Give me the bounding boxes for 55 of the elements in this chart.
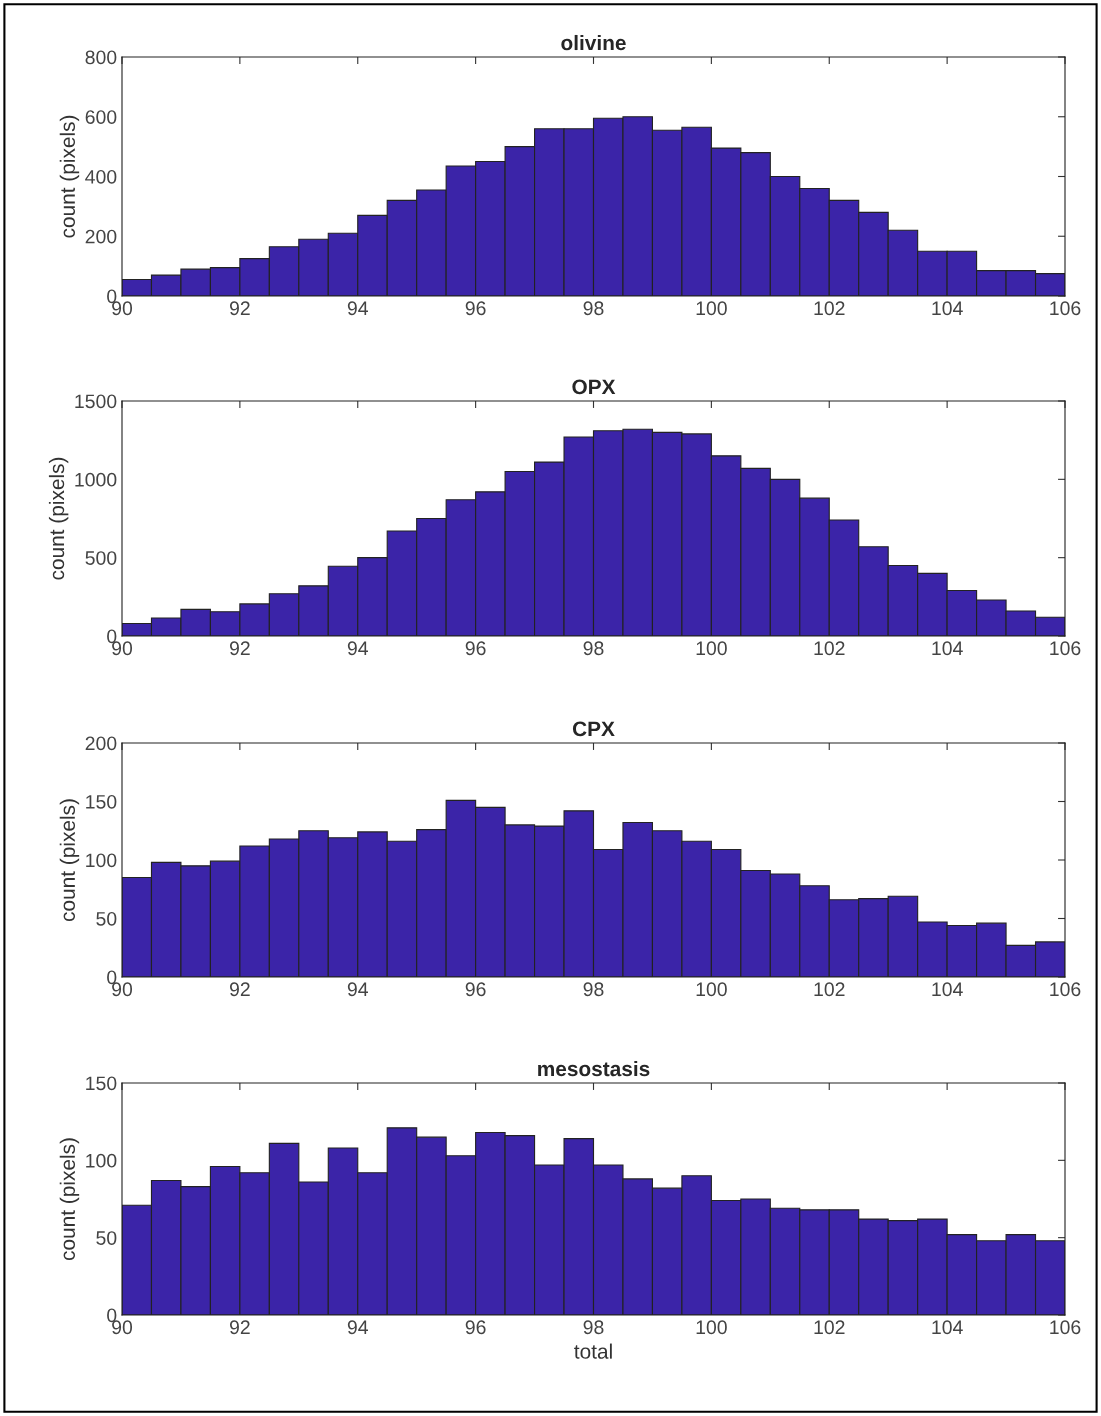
x-tick-label: 98 (583, 1320, 604, 1335)
x-tick-label: 96 (465, 1320, 486, 1335)
x-axis-title: total (574, 1343, 612, 1359)
chart-title: OPX (572, 379, 616, 395)
y-tick-label: 1000 (75, 472, 117, 487)
y-tick-label: 150 (86, 1076, 117, 1091)
y-tick-label: 100 (86, 853, 117, 868)
y-tick-label: 200 (85, 736, 117, 751)
x-tick-label: 96 (465, 641, 486, 656)
x-tick-label: 94 (347, 301, 368, 316)
x-tick-label: 94 (347, 982, 368, 997)
x-tick-label: 92 (229, 301, 250, 316)
x-tick-label: 100 (696, 641, 727, 656)
y-tick-label: 500 (85, 551, 117, 565)
x-tick-label: 104 (932, 982, 963, 997)
x-tick-label: 102 (814, 301, 845, 316)
x-tick-label: 104 (932, 641, 963, 656)
y-axis-title: count (pixels) (48, 457, 69, 580)
chart-title: CPX (572, 721, 615, 737)
x-tick-label: 102 (814, 641, 845, 656)
x-tick-label: 106 (1050, 982, 1081, 997)
y-axis-title: count (pixels) (59, 1138, 80, 1261)
y-tick-label: 800 (85, 50, 117, 65)
x-tick-label: 100 (696, 1320, 727, 1335)
x-tick-label: 106 (1050, 1320, 1081, 1335)
x-tick-label: 100 (696, 982, 727, 997)
x-tick-label: 92 (229, 982, 250, 997)
x-tick-label: 100 (696, 301, 727, 316)
y-tick-label: 1500 (75, 394, 117, 409)
y-axis-title: count (pixels) (59, 115, 80, 238)
y-tick-label: 50 (96, 911, 117, 926)
x-tick-label: 96 (465, 982, 486, 997)
chart-title: mesostasis (538, 1060, 650, 1077)
x-tick-label: 92 (229, 641, 250, 656)
y-axis-title: count (pixels) (59, 799, 80, 922)
x-tick-label: 94 (347, 1320, 368, 1335)
x-tick-label: 104 (932, 301, 963, 316)
y-tick-label: 150 (86, 794, 117, 809)
y-tick-label: 100 (86, 1153, 117, 1168)
x-tick-label: 106 (1050, 301, 1081, 316)
x-tick-label: 98 (583, 641, 604, 656)
x-tick-label: 102 (814, 1320, 845, 1335)
y-tick-label: 200 (85, 229, 117, 244)
x-tick-label: 94 (347, 641, 368, 656)
x-tick-label: 96 (465, 301, 486, 316)
x-tick-label: 104 (932, 1320, 963, 1335)
x-tick-label: 98 (583, 301, 604, 316)
y-tick-label: 50 (96, 1231, 117, 1245)
y-tick-label: 600 (85, 110, 117, 124)
chart-title: olivine (561, 34, 626, 51)
x-tick-label: 102 (814, 982, 845, 997)
y-tick-label: 400 (85, 169, 117, 184)
x-tick-label: 106 (1050, 641, 1081, 656)
x-tick-label: 98 (583, 982, 604, 997)
x-tick-label: 92 (229, 1320, 250, 1335)
